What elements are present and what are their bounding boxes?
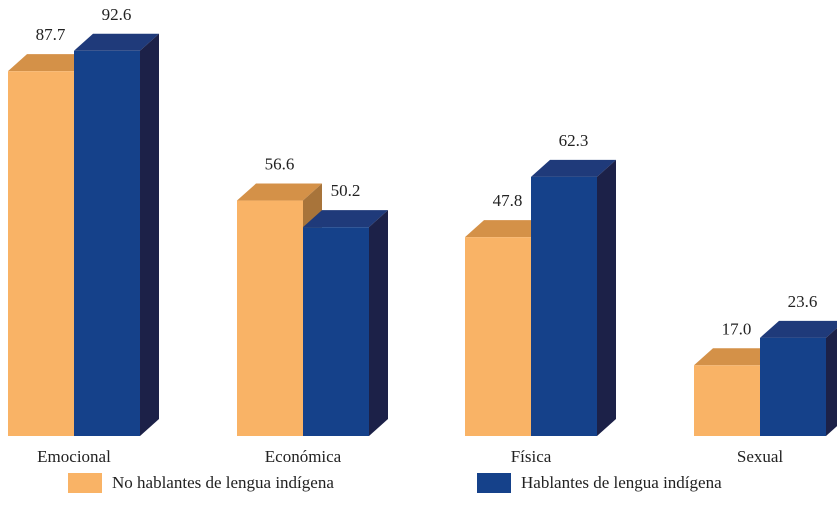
bar-front-emocional-hablantes (74, 50, 140, 437)
value-label-economica-no-hablantes: 56.6 (265, 155, 295, 174)
bar-top-emocional-hablantes (74, 33, 159, 51)
category-labels-layer: Emocional Económica Física Sexual (37, 447, 783, 466)
value-label-emocional-no-hablantes: 87.7 (36, 25, 66, 44)
bar-top-fisica-no-hablantes (465, 220, 550, 238)
bar-sexual-hablantes (760, 320, 837, 436)
bar-side-sexual-hablantes (826, 327, 837, 436)
bar-top-sexual-no-hablantes (694, 348, 779, 366)
bar-emocional-hablantes (74, 33, 159, 437)
bar-fisica-hablantes (531, 159, 616, 436)
value-label-economica-hablantes: 50.2 (331, 181, 361, 200)
legend-item-no-hablantes: No hablantes de lengua indígena (68, 473, 334, 493)
bar-economica-hablantes (303, 210, 388, 436)
value-label-emocional-hablantes: 92.6 (102, 5, 132, 24)
category-label-economica: Económica (265, 447, 342, 466)
bar-front-sexual-hablantes (760, 337, 826, 436)
bar-top-emocional-no-hablantes (8, 54, 93, 72)
bar-front-fisica-hablantes (531, 176, 597, 436)
legend-swatch-no-hablantes (68, 473, 102, 493)
value-label-fisica-hablantes: 62.3 (559, 131, 589, 150)
category-label-sexual: Sexual (737, 447, 784, 466)
bars-layer (8, 33, 837, 437)
bar-front-sexual-no-hablantes (694, 365, 760, 436)
category-label-fisica: Física (511, 447, 552, 466)
bar-side-economica-hablantes (369, 210, 388, 436)
value-label-sexual-no-hablantes: 17.0 (722, 319, 752, 338)
value-label-fisica-no-hablantes: 47.8 (493, 191, 523, 210)
bar-side-fisica-hablantes (597, 159, 616, 436)
legend-swatch-hablantes (477, 473, 511, 493)
bar-front-economica-no-hablantes (237, 200, 303, 436)
bar-front-fisica-no-hablantes (465, 237, 531, 436)
bar-top-economica-no-hablantes (237, 183, 322, 201)
bar-top-fisica-hablantes (531, 159, 616, 177)
category-label-emocional: Emocional (37, 447, 111, 466)
bar-front-emocional-no-hablantes (8, 71, 74, 436)
legend-label-hablantes: Hablantes de lengua indígena (521, 473, 722, 492)
legend-label-no-hablantes: No hablantes de lengua indígena (112, 473, 334, 492)
bar-top-sexual-hablantes (760, 320, 837, 338)
value-label-sexual-hablantes: 23.6 (788, 292, 818, 311)
bar-front-economica-hablantes (303, 227, 369, 436)
bar-side-emocional-hablantes (140, 33, 159, 437)
value-labels-layer: 87.7 92.6 56.6 50.2 47.8 62.3 17.0 23.6 (36, 5, 818, 338)
bar-top-economica-hablantes (303, 210, 388, 228)
legend-item-hablantes: Hablantes de lengua indígena (477, 473, 722, 493)
